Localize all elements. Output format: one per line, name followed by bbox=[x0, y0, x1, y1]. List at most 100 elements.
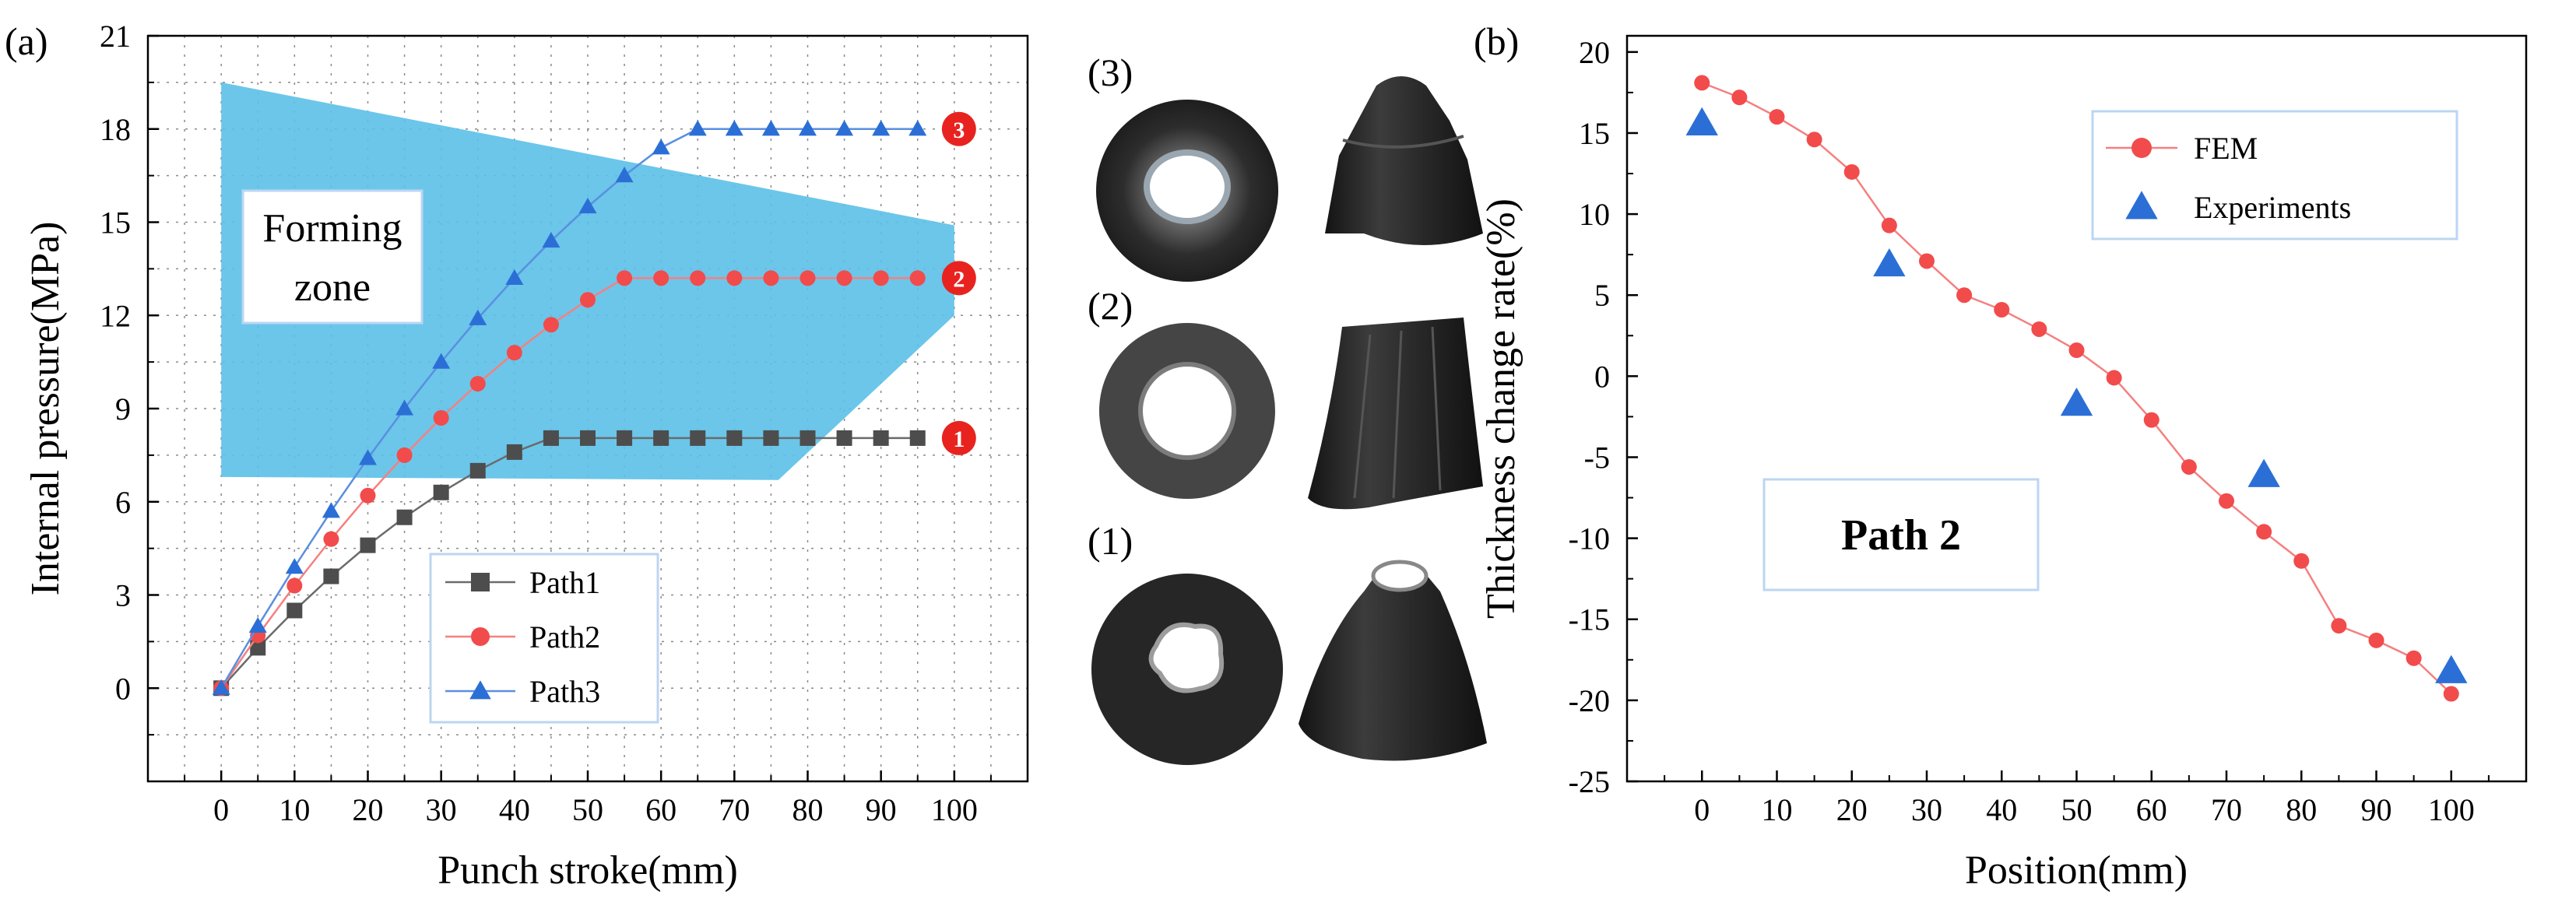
x-tick-label: 0 bbox=[1694, 792, 1710, 827]
data-point bbox=[763, 430, 779, 446]
data-point bbox=[2068, 342, 2085, 359]
data-point bbox=[1685, 107, 1718, 135]
path-annotation-box bbox=[1762, 478, 2040, 591]
x-tick-label: 40 bbox=[499, 792, 530, 827]
legend: Path1 Path2 Path3 bbox=[429, 553, 659, 724]
data-point bbox=[323, 568, 339, 584]
data-point bbox=[578, 198, 597, 214]
panel-label-a: (a) bbox=[5, 19, 48, 63]
path-annotation: Path 2 bbox=[1841, 511, 1961, 560]
photo-label-1: (1) bbox=[1088, 519, 1133, 563]
legend-marker bbox=[471, 627, 490, 646]
data-point bbox=[322, 502, 340, 518]
data-point bbox=[212, 679, 230, 695]
path-badge-label: 2 bbox=[953, 266, 965, 292]
y-tick-label: 12 bbox=[100, 298, 131, 333]
data-point bbox=[1694, 75, 1710, 91]
legend: FEM Experiments bbox=[2091, 110, 2458, 240]
data-point bbox=[1843, 163, 1860, 180]
legend-marker bbox=[2125, 191, 2158, 219]
y-tick-label: -10 bbox=[1569, 521, 1610, 556]
specimen-2-top-view bbox=[1099, 323, 1275, 499]
data-point bbox=[250, 640, 266, 656]
x-axis-title: Position(mm) bbox=[1965, 848, 2188, 893]
data-point bbox=[2331, 618, 2347, 634]
data-point bbox=[726, 270, 743, 286]
data-point bbox=[469, 309, 487, 325]
y-axis-title: Internal pressure(MPa) bbox=[23, 222, 68, 596]
data-point bbox=[836, 430, 852, 446]
path-badge-label: 3 bbox=[953, 118, 965, 143]
data-point bbox=[690, 430, 706, 446]
data-point bbox=[2406, 650, 2422, 666]
data-point bbox=[1881, 217, 1897, 233]
data-point bbox=[2219, 493, 2234, 509]
x-tick-label: 0 bbox=[213, 792, 229, 827]
specimen-photos: (3) (2) (1) bbox=[1088, 51, 1487, 765]
x-tick-label: 80 bbox=[792, 792, 824, 827]
data-point bbox=[1919, 253, 1935, 269]
legend-marker bbox=[2131, 138, 2152, 158]
data-point bbox=[542, 231, 561, 248]
data-point bbox=[285, 558, 304, 574]
data-point bbox=[800, 270, 816, 286]
y-tick-label: -15 bbox=[1569, 602, 1610, 637]
y-tick-label: -5 bbox=[1584, 440, 1610, 475]
specimen-2-side-view bbox=[1308, 318, 1483, 510]
y-tick-label: 20 bbox=[1579, 35, 1610, 70]
forming-zone-area bbox=[221, 82, 954, 480]
y-tick-label: 21 bbox=[100, 19, 131, 54]
data-point bbox=[1769, 109, 1785, 125]
data-point bbox=[248, 616, 267, 633]
x-tick-label: 80 bbox=[2286, 792, 2317, 827]
data-point bbox=[543, 317, 559, 333]
series-experiments bbox=[1685, 107, 2468, 683]
data-point bbox=[1806, 132, 1822, 148]
data-point bbox=[360, 487, 376, 504]
x-tick-label: 10 bbox=[1762, 792, 1793, 827]
data-point bbox=[909, 430, 926, 446]
series-path2 bbox=[213, 270, 926, 697]
x-tick-label: 20 bbox=[353, 792, 384, 827]
data-point bbox=[617, 430, 633, 446]
data-point bbox=[286, 577, 303, 594]
data-point bbox=[396, 447, 413, 463]
y-tick-label: 10 bbox=[1579, 197, 1610, 232]
data-point bbox=[652, 139, 670, 155]
y-tick-label: 3 bbox=[115, 578, 131, 613]
x-tick-label: 60 bbox=[645, 792, 677, 827]
y-tick-label: 15 bbox=[100, 205, 131, 240]
data-point bbox=[359, 449, 377, 465]
specimen-3-side-view bbox=[1325, 76, 1483, 245]
series-line bbox=[220, 128, 918, 689]
data-point bbox=[580, 292, 596, 308]
path-badge-label: 1 bbox=[953, 426, 965, 452]
data-point bbox=[799, 120, 817, 136]
path-badge bbox=[941, 111, 976, 146]
y-tick-label: 5 bbox=[1594, 278, 1610, 313]
y-tick-label: -20 bbox=[1569, 683, 1610, 718]
legend-label: Path2 bbox=[529, 619, 600, 655]
data-point bbox=[506, 345, 522, 361]
data-point bbox=[1994, 301, 2010, 318]
data-point bbox=[835, 120, 854, 136]
x-tick-label: 60 bbox=[2136, 792, 2167, 827]
x-tick-label: 90 bbox=[2361, 792, 2392, 827]
x-tick-label: 50 bbox=[572, 792, 603, 827]
x-axis-title: Punch stroke(mm) bbox=[438, 848, 738, 893]
chart-panel-b: (b) 0 10 20 30 40 50 60 70 80 90 100-25-20-15-10-5… bbox=[1474, 19, 2528, 893]
y-tick-label: 18 bbox=[100, 112, 131, 147]
data-point bbox=[433, 409, 449, 426]
data-point bbox=[688, 120, 707, 136]
data-point bbox=[286, 602, 303, 619]
series-path1 bbox=[213, 430, 926, 697]
photo-label-3: (3) bbox=[1088, 51, 1133, 94]
data-point bbox=[2247, 458, 2280, 487]
data-series bbox=[1685, 75, 2468, 702]
data-point bbox=[617, 270, 633, 286]
forming-zone-label-box bbox=[241, 189, 423, 325]
legend-label: FEM bbox=[2194, 131, 2258, 166]
data-point bbox=[873, 270, 889, 286]
data-point bbox=[653, 270, 669, 286]
data-point bbox=[2143, 412, 2160, 428]
